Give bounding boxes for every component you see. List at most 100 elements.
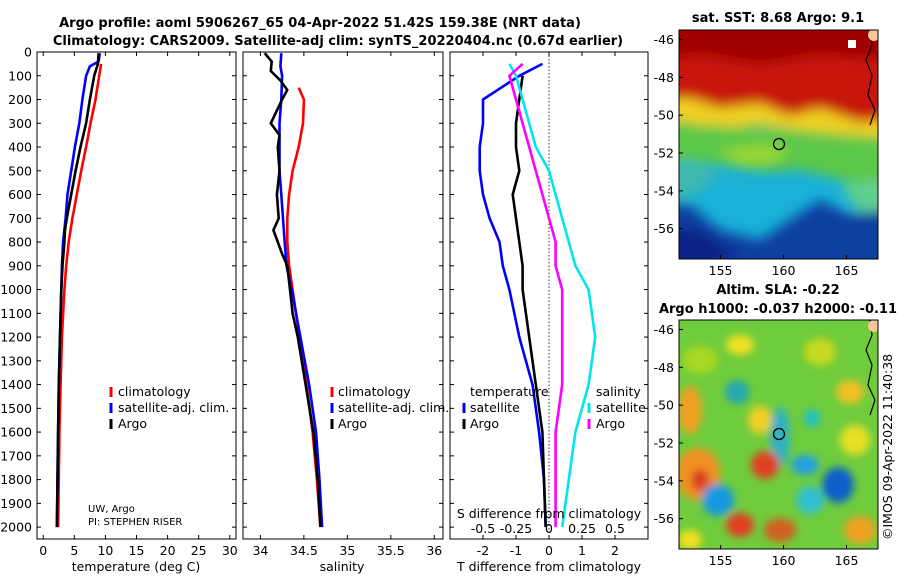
sla-argo-location-marker [772, 427, 786, 441]
legend-label-s-satellite: satellite [596, 400, 646, 415]
x-tick-label: 25 [191, 543, 207, 558]
x-tick-label: 34 [252, 543, 268, 558]
depth-tick-label: 2000 [0, 520, 32, 535]
map-y-tick-label: -48 [654, 360, 674, 375]
imos-watermark: ©IMOS 09-Apr-2022 11:40:38 [880, 354, 895, 540]
legend-label-satellite: satellite-adj. clim. [338, 400, 449, 415]
legend-label-argo: Argo [338, 416, 367, 431]
temperature-panel-frame [36, 51, 237, 540]
salinity-panel: 34 34.5 35 35.5 36 [243, 51, 443, 558]
map-x-tick-label: 165 [835, 553, 859, 568]
depth-tick-label: 1600 [0, 425, 32, 440]
map-y-tick-label: -48 [654, 70, 674, 85]
depth-tick-label: 600 [8, 187, 32, 202]
credit-line1: UW, Argo [88, 504, 135, 515]
sla-map-axes: 155 160 165 -46 -48 -50 -52 -54 -56 [654, 322, 859, 568]
map-x-tick-label: 155 [709, 263, 733, 278]
legend-header-temperature: temperature [470, 384, 549, 399]
sdiff-axis-label: S difference from climatology [457, 506, 642, 521]
temperature-legend: climatology satellite-adj. clim. Argo [109, 384, 229, 431]
depth-tick-label: 200 [8, 92, 32, 107]
legend-label-climatology: climatology [118, 384, 191, 399]
temperature-panel: 0 5 10 15 20 25 30 [37, 51, 238, 558]
depth-tick-label: 1700 [0, 448, 32, 463]
depth-tick-label: 1900 [0, 496, 32, 511]
sst-land-patch [848, 40, 856, 48]
sdiff-tick-label: -0.25 [500, 521, 532, 536]
x-tick-label: 35.5 [377, 543, 405, 558]
map-y-tick-label: -56 [654, 221, 674, 236]
x-tick-label: 0 [39, 543, 47, 558]
legend-label-satellite: satellite-adj. clim. [118, 400, 229, 415]
sst-map-frame [678, 29, 879, 260]
depth-tick-label: 1800 [0, 472, 32, 487]
sdiff-tick-label: 0.25 [568, 521, 596, 536]
depth-tick-label: 1100 [0, 306, 32, 321]
x-tick-label: 15 [129, 543, 145, 558]
depth-axis: 0 100 200 300 400 500 600 700 800 900 1000 1100 1200… [0, 45, 32, 535]
map-x-tick-label: 155 [709, 553, 733, 568]
x-tick-label: 20 [160, 543, 176, 558]
map-y-tick-label: -52 [654, 436, 674, 451]
salinity-legend: climatology satellite-adj. clim. Argo [330, 384, 449, 431]
map-y-tick-label: -50 [654, 398, 674, 413]
depth-tick-label: 0 [24, 45, 32, 60]
map-y-tick-label: -46 [654, 322, 674, 337]
legend-header-salinity: salinity [596, 384, 641, 399]
sla-coastline [865, 320, 876, 416]
sst-map-axes: 155 160 165 -46 -48 -50 -52 -54 -56 [654, 32, 859, 278]
chart-title-line2: Climatology: CARS2009. Satellite-adj cli… [53, 34, 623, 49]
depth-tick-label: 800 [8, 235, 32, 250]
depth-tick-label: 1200 [0, 330, 32, 345]
series-line-salinity-satellite [508, 63, 597, 528]
x-tick-label: 36 [426, 543, 442, 558]
legend-label-t-satellite: satellite [470, 400, 520, 415]
x-tick-label: 10 [97, 543, 113, 558]
sst-coastline [865, 30, 876, 126]
sst-argo-location-marker [772, 137, 786, 151]
depth-tick-label: 100 [8, 68, 32, 83]
sla-map-title-line2: Argo h1000: -0.037 h2000: -0.11 [659, 302, 897, 317]
legend-label-climatology: climatology [338, 384, 411, 399]
depth-tick-label: 400 [8, 140, 32, 155]
x-tick-label: 5 [70, 543, 78, 558]
map-x-tick-label: 160 [772, 553, 796, 568]
salinity-xlabel: salinity [320, 559, 365, 574]
series-line-temperature-satellite [478, 62, 547, 528]
x-tick-label: 2 [611, 543, 619, 558]
depth-tick-label: 1500 [0, 401, 32, 416]
depth-tick-label: 700 [8, 211, 32, 226]
map-y-tick-label: -46 [654, 32, 674, 47]
sdiff-tick-label: 0.5 [605, 521, 625, 536]
depth-tick-label: 1300 [0, 353, 32, 368]
temperature-xlabel: temperature (deg C) [72, 559, 201, 574]
x-tick-label: 1 [578, 543, 586, 558]
series-line-temperature-argo [511, 75, 547, 528]
sst-land-marker [868, 30, 878, 41]
legend-label-argo: Argo [118, 416, 147, 431]
legend-label-t-argo: Argo [470, 416, 499, 431]
x-tick-label: 35 [339, 543, 355, 558]
series-line-salinity-argo [508, 62, 564, 528]
sdiff-tick-label: 0 [545, 521, 553, 536]
x-tick-label: 30 [222, 543, 238, 558]
depth-tick-label: 500 [8, 163, 32, 178]
legend-label-s-argo: Argo [596, 416, 625, 431]
sdiff-tick-label: -0.5 [471, 521, 495, 536]
sla-map-frame [678, 319, 879, 550]
difference-panel: -2 -1 0 1 2 -0.5 -0.25 0 0.25 0.5 [450, 51, 648, 558]
series-line-satellite-adj-clim- [278, 53, 324, 528]
sst-map [679, 30, 878, 259]
difference-legend: temperature salinity satellite Argo sate… [462, 384, 646, 431]
map-y-tick-label: -52 [654, 146, 674, 161]
sst-map-title: sat. SST: 8.68 Argo: 9.1 [692, 11, 864, 26]
sla-map [679, 320, 878, 549]
depth-tick-label: 900 [8, 258, 32, 273]
sla-land-marker [868, 320, 878, 332]
depth-tick-label: 1000 [0, 282, 32, 297]
series-line-argo [55, 53, 100, 528]
chart-title-line1: Argo profile: aoml 5906267_65 04-Apr-202… [59, 16, 581, 31]
salinity-panel-frame [242, 51, 444, 540]
series-line-argo [263, 52, 322, 528]
